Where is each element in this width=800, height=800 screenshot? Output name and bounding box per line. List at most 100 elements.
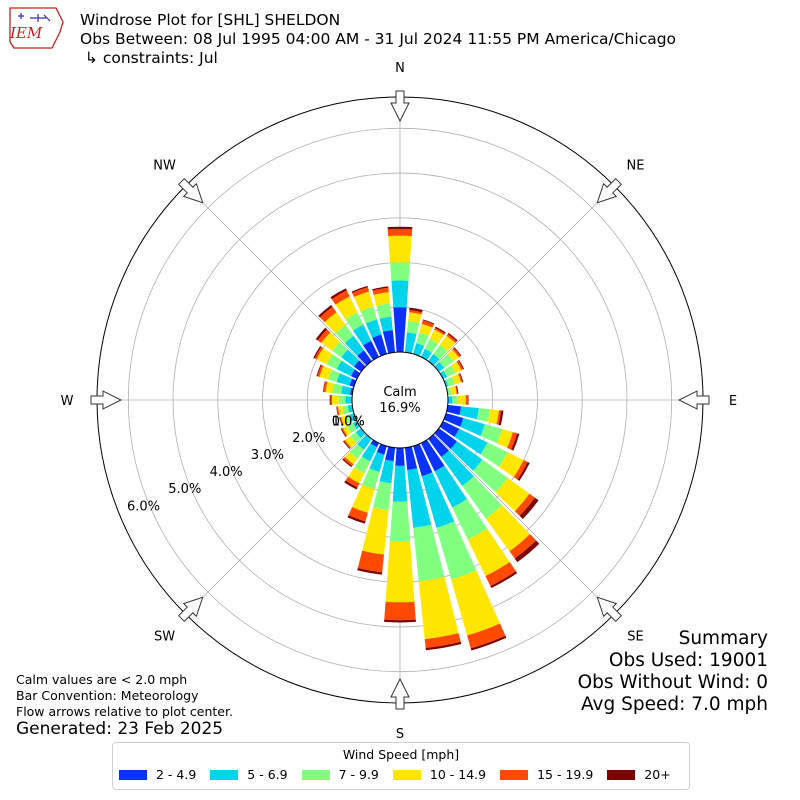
bar-segment	[361, 443, 378, 462]
flow-arrow-icon	[90, 390, 123, 410]
compass-label: N	[395, 61, 405, 76]
legend-item: 2 - 4.9	[119, 767, 196, 782]
bar-segment	[335, 324, 354, 344]
bar-segment	[370, 439, 380, 448]
bar-segment	[329, 394, 331, 406]
bar-segment	[332, 383, 343, 394]
legend-swatch	[607, 769, 636, 780]
bar-segment	[436, 521, 477, 580]
bar-segment	[352, 484, 375, 513]
bar-segment	[352, 287, 370, 297]
bar-segment	[341, 427, 348, 437]
bar-segment	[345, 414, 353, 424]
bar-segment	[419, 323, 433, 336]
bar-segment	[443, 365, 456, 378]
bar-segment	[458, 373, 463, 383]
bar-segment	[418, 576, 459, 640]
bar-segment	[467, 395, 469, 405]
bar-segment	[425, 641, 462, 651]
bar-segment	[480, 424, 503, 444]
bar-segment	[446, 333, 457, 344]
compass-label: NE	[626, 159, 644, 174]
bar-segment	[443, 379, 449, 387]
summary-title: Summary	[678, 628, 768, 649]
bar-segment	[340, 428, 347, 437]
bar-segment	[421, 472, 455, 528]
bar-segment	[514, 493, 535, 516]
bar-segment	[384, 601, 416, 621]
bar-segment	[341, 385, 352, 395]
bar-segment	[376, 303, 392, 319]
bar-segment	[324, 312, 346, 334]
bar-segment	[456, 360, 464, 371]
title-line-1: Windrose Plot for [SHL] SHELDON	[80, 11, 341, 29]
bar-segment	[446, 404, 462, 415]
bar-segment	[384, 619, 416, 623]
bar-segment	[345, 312, 364, 331]
bar-segment	[509, 534, 537, 559]
bar-segment	[336, 373, 353, 386]
bar-segment	[420, 348, 432, 361]
bar-segment	[439, 354, 454, 368]
bar-segment	[422, 319, 435, 325]
bar-segment	[349, 444, 364, 459]
bar-segment	[392, 465, 408, 502]
bar-segment	[496, 410, 502, 425]
bar-segment	[517, 462, 530, 481]
grid-spoke	[185, 185, 367, 367]
bar-segment	[421, 320, 434, 328]
bar-segment	[349, 413, 357, 422]
bar-segment	[319, 306, 337, 323]
bar-segment	[379, 316, 393, 332]
flow-note: Flow arrows relative to plot center.	[16, 704, 233, 719]
bar-segment	[315, 327, 327, 341]
grid-spoke	[433, 433, 615, 615]
bar-segment	[459, 373, 464, 383]
bar-segment	[434, 428, 458, 449]
bar-segment	[451, 374, 462, 385]
ring-label: 5.0%	[168, 482, 201, 497]
bar-segment	[318, 304, 333, 318]
bar-segment	[473, 459, 508, 493]
bar-segment	[456, 395, 466, 405]
bar-segment	[395, 447, 405, 466]
bar-segment	[355, 428, 366, 439]
bar-segment	[341, 349, 360, 367]
logo-text: IEM	[10, 24, 43, 42]
bar-segment	[455, 385, 458, 395]
legend-item: 5 - 6.9	[210, 767, 288, 782]
chart-title: Windrose Plot for [SHL] SHELDON Obs Betw…	[80, 11, 676, 68]
iem-logo	[9, 7, 64, 49]
bar-segment	[363, 340, 380, 361]
bar-segment	[330, 288, 347, 300]
bar-segment	[511, 433, 520, 451]
bar-segment	[348, 467, 365, 484]
compass-label: SE	[627, 629, 643, 644]
obs-used: Obs Used: 19001	[608, 650, 768, 671]
avg-speed: Avg Speed: 7.0 mph	[580, 694, 768, 715]
bar-segment	[447, 349, 459, 362]
bar-segment	[350, 387, 354, 396]
footnotes: Calm values are < 2.0 mph Bar Convention…	[16, 672, 233, 720]
compass-label: W	[61, 394, 74, 409]
grid-spoke	[185, 433, 367, 615]
bar-segment	[408, 312, 422, 324]
flow-arrow-icon	[677, 390, 710, 410]
bar-segment	[460, 418, 485, 437]
bar-segment	[372, 286, 389, 291]
title-line-3: ↳ constraints: Jul	[80, 49, 218, 67]
bar-segment	[357, 434, 372, 450]
bar-segment	[338, 395, 346, 405]
bar-segment	[519, 497, 539, 520]
bar-segment	[351, 285, 368, 293]
bar-segment	[385, 541, 415, 603]
bar-segment	[404, 446, 418, 470]
bar-segment	[429, 329, 444, 344]
bar-segment	[313, 346, 322, 359]
generated-date: Generated: 23 Feb 2025	[16, 719, 224, 739]
bar-segment	[450, 361, 462, 374]
bar-segment	[382, 330, 396, 354]
bar-segment	[379, 459, 394, 484]
bar-segment	[413, 343, 425, 357]
